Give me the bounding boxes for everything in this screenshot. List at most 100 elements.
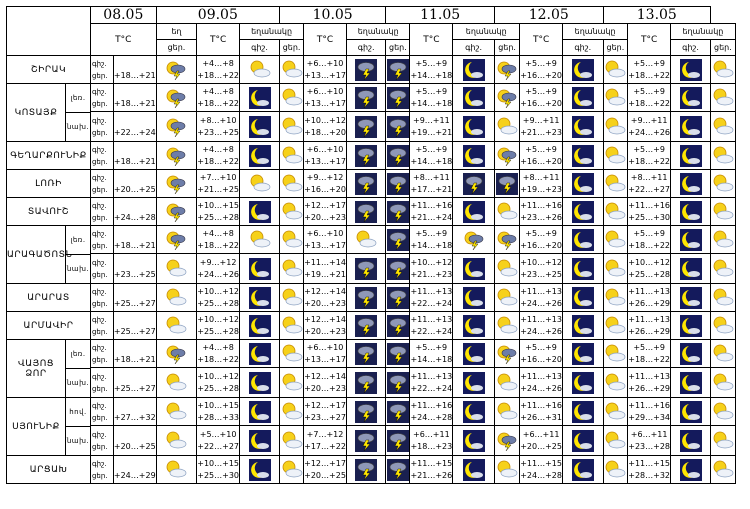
weather-header: եղանակը — [452, 23, 521, 40]
temp-range: +18…+21 — [112, 225, 157, 254]
temp-range: +6…+11 +20…+25 — [519, 425, 563, 456]
temp-day: +19…+21 — [304, 269, 346, 279]
weather-icon-day — [155, 55, 198, 84]
day-header: ցեր. — [602, 39, 629, 56]
temp-night: +11…+13 — [410, 286, 453, 296]
sun-cloud-icon — [282, 60, 302, 77]
temp-header: T°C — [627, 23, 672, 56]
night-label: գիշ. — [92, 315, 107, 324]
temp-night: +9…+11 — [522, 115, 560, 125]
moon-icon — [679, 286, 702, 309]
temp-night: +11…+13 — [410, 314, 453, 324]
temp-range: +8…+11 +19…+23 — [519, 169, 563, 198]
region-name-text: ԿՈՏԱՅՔ — [14, 107, 58, 118]
sun-cloud-icon — [713, 117, 734, 134]
sun-cloud-icon — [713, 146, 734, 163]
weather-icon-night — [670, 311, 712, 340]
weather-header: եղանակը — [238, 23, 305, 40]
weather-icon-night — [670, 55, 712, 84]
temp-range: +11…+13 +22…+24 — [409, 367, 454, 398]
weather-icon-day — [493, 311, 521, 340]
temp-range: +5…+9 +16…+20 — [519, 225, 563, 254]
temp-night: +10…+12 — [520, 257, 562, 267]
sun-cloud-icon — [713, 230, 734, 247]
temp-day: +13…+17 — [304, 240, 346, 250]
night-label: գիշ. — [92, 201, 107, 210]
weather-icon-day — [602, 283, 629, 312]
weather-icon-day — [493, 111, 521, 142]
weather-icon-night — [670, 197, 712, 226]
weather-icon-night — [345, 311, 387, 340]
temp-night: +11…+13 — [628, 371, 671, 381]
weather-icon-night — [345, 283, 387, 312]
temp-range: +5…+9 +18…+22 — [627, 225, 672, 254]
weather-icon-day — [710, 169, 736, 198]
temp-day: +25…+28 — [197, 298, 239, 308]
weather-icon-night — [561, 197, 604, 226]
temp-day: +18…+22 — [628, 354, 671, 364]
sun-cloud-icon — [713, 460, 734, 477]
temp-range: +22…+24 — [112, 111, 157, 142]
weather-icon-day — [493, 283, 521, 312]
day-header: ցեր. — [385, 39, 411, 56]
temp-range: +4…+8 +18…+22 — [196, 141, 240, 170]
temp-day: +20…+25 — [113, 441, 156, 451]
sun-cloud-icon — [606, 230, 626, 247]
sun-cloud-icon — [497, 288, 518, 305]
moon-icon — [679, 228, 702, 251]
temp-night: +11…+16 — [410, 200, 453, 210]
subregion-label: նախ. — [66, 254, 90, 283]
moon-icon — [462, 144, 485, 167]
temp-night: +8…+10 — [199, 115, 237, 125]
weather-icon-day — [493, 141, 521, 170]
sun-cloud-icon — [282, 460, 302, 477]
temp-night: +10…+15 — [197, 400, 239, 410]
weather-icon-day — [155, 397, 198, 426]
temp-range: +10…+12 +25…+28 — [627, 253, 672, 284]
region-name-text: ՍՅՈՒՆԻՔ — [12, 421, 60, 432]
weather-icon-day — [493, 169, 521, 198]
sun-cloud-icon — [713, 344, 734, 361]
storm-icon — [386, 172, 409, 195]
temp-night: +5…+9 — [415, 228, 448, 238]
moon-icon — [462, 314, 485, 337]
temp-night: +6…+10 — [306, 228, 344, 238]
temp-day: +22…+24 — [410, 383, 453, 393]
weather-icon-night — [345, 169, 387, 198]
weather-icon-day — [155, 339, 198, 368]
temp-range: +4…+8 +18…+22 — [196, 55, 240, 84]
weather-icon-night — [670, 339, 712, 368]
subregion-label: լեռ. — [70, 236, 86, 244]
temp-day: +18…+21 — [113, 156, 156, 166]
weather-icon-day — [279, 141, 305, 170]
temp-day: +21…+25 — [197, 184, 239, 194]
temp-day: +18…+22 — [197, 156, 239, 166]
temp-day: +25…+27 — [113, 383, 156, 393]
weather-icon-day — [279, 111, 305, 142]
temp-range: +10…+12 +25…+28 — [196, 283, 240, 312]
temp-night: +6…+10 — [306, 86, 344, 96]
row-label: գիշ. ցեր. — [90, 397, 114, 426]
storm-icon — [386, 342, 409, 365]
temp-night: +12…+17 — [304, 200, 346, 210]
weather-icon-night — [452, 397, 495, 426]
temp-night: +7…+12 — [306, 429, 344, 439]
moon-icon — [571, 314, 594, 337]
weather-icon-day — [493, 225, 521, 254]
region-name-text: ՎԱՅՈՑ ՁՈՐ — [17, 358, 54, 379]
moon-icon — [571, 371, 594, 394]
weather-icon-night — [345, 397, 387, 426]
weather-icon-night — [561, 283, 604, 312]
temp-range: +5…+9 +18…+22 — [627, 339, 672, 368]
sun-cloud-icon — [606, 402, 626, 419]
temp-range: +11…+15 +24…+28 — [519, 455, 563, 484]
weather-icon-day — [602, 311, 629, 340]
moon-icon — [248, 429, 271, 452]
sun-storm-icon — [167, 61, 186, 80]
temp-day: +16…+20 — [520, 354, 562, 364]
day-label: ցեր. — [92, 185, 108, 194]
moon-icon — [462, 86, 485, 109]
sun-storm-icon — [167, 231, 186, 250]
region-name: ԱՐՄԱՎԻՐ — [6, 311, 91, 340]
temp-night: +9…+11 — [630, 115, 668, 125]
